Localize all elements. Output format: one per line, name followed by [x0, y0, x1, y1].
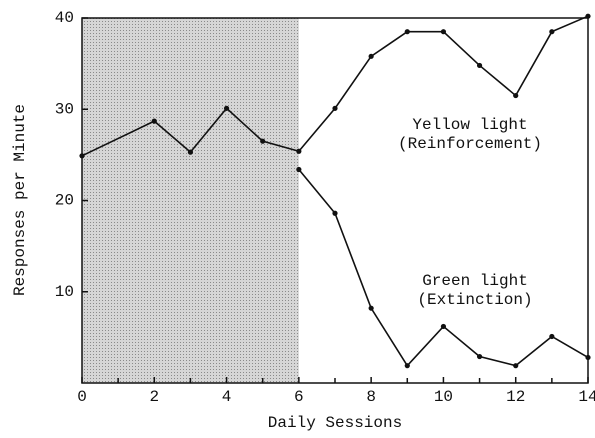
point [368, 305, 374, 311]
point [440, 323, 447, 330]
point [260, 138, 266, 144]
line [298, 168, 589, 367]
point [79, 153, 85, 159]
x-tick-label: 14 [578, 388, 595, 406]
x-tick-label: 0 [77, 388, 87, 406]
point [332, 105, 338, 111]
y-tick-label: 30 [55, 100, 74, 118]
point [585, 13, 591, 19]
point [476, 62, 483, 69]
point [513, 363, 519, 369]
point [151, 118, 157, 124]
point [332, 210, 338, 216]
series-label: (Extinction) [417, 291, 532, 309]
line [81, 15, 589, 157]
series-label: Yellow light [412, 116, 527, 134]
point [549, 333, 555, 340]
point [513, 92, 519, 99]
point [404, 29, 410, 35]
point [404, 363, 410, 369]
point [296, 166, 302, 173]
point [476, 353, 483, 360]
series-label: Green light [422, 272, 528, 290]
x-tick-label: 2 [149, 388, 159, 406]
x-tick-label: 10 [434, 388, 453, 406]
x-tick-label: 8 [366, 388, 376, 406]
x-tick-label: 6 [294, 388, 304, 406]
x-tick-label: 4 [222, 388, 232, 406]
shaded-region [82, 18, 299, 383]
point [368, 53, 374, 59]
x-axis-label: Daily Sessions [268, 414, 402, 432]
y-tick-label: 20 [55, 192, 74, 210]
series-label: (Reinforcement) [398, 135, 542, 153]
point [187, 149, 194, 155]
point [296, 148, 302, 154]
point [585, 354, 591, 361]
point [549, 29, 555, 35]
y-tick-label: 40 [55, 9, 74, 27]
y-axis-label: Responses per Minute [11, 104, 29, 296]
y-tick-label: 10 [55, 283, 74, 301]
point [440, 29, 447, 35]
point [223, 105, 230, 111]
x-tick-label: 12 [506, 388, 525, 406]
